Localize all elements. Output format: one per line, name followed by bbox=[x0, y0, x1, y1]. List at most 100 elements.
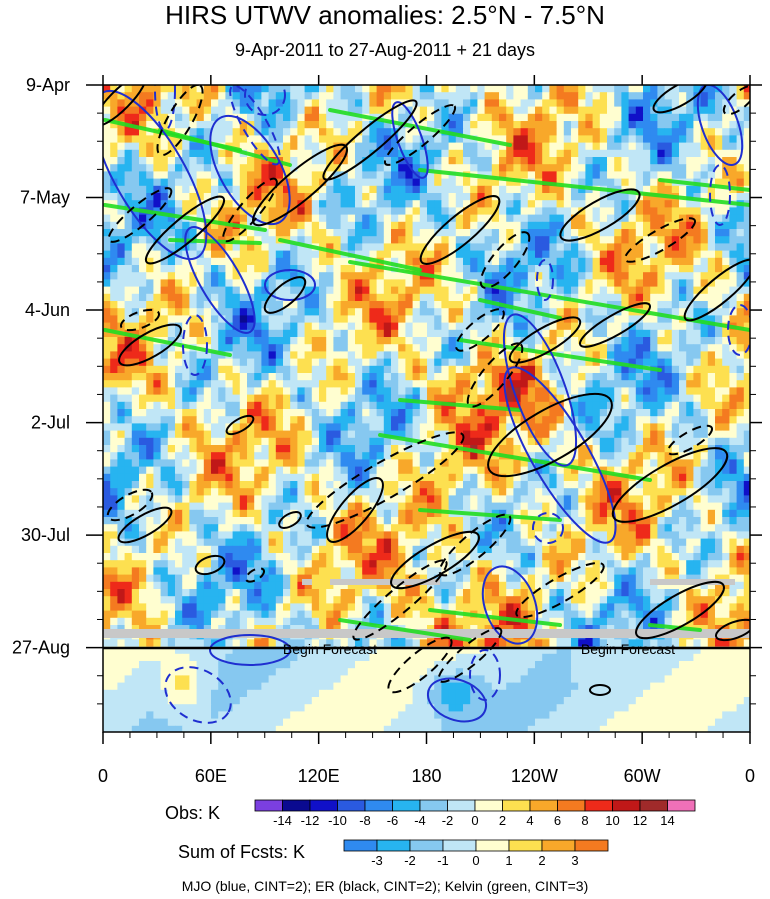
heatmap-cell bbox=[571, 409, 579, 417]
heatmap-cell bbox=[189, 445, 197, 453]
heatmap-cell bbox=[563, 178, 572, 187]
heatmap-cell bbox=[283, 473, 291, 482]
heatmap-cell bbox=[247, 380, 255, 388]
heatmap-cell bbox=[729, 452, 737, 460]
heatmap-cell bbox=[398, 214, 406, 223]
heatmap-cell bbox=[441, 344, 449, 352]
heatmap-cell bbox=[326, 437, 334, 446]
heatmap-cell bbox=[484, 207, 493, 215]
heatmap-cell bbox=[743, 250, 750, 259]
heatmap-cell bbox=[283, 185, 291, 194]
heatmap-cell bbox=[448, 135, 457, 143]
heatmap-cell bbox=[275, 135, 284, 143]
heatmap-cell bbox=[153, 344, 161, 352]
heatmap-cell bbox=[686, 322, 694, 331]
heatmap-cell bbox=[211, 473, 219, 482]
heatmap-cell bbox=[211, 135, 219, 143]
heatmap-cell bbox=[635, 351, 644, 359]
heatmap-cell bbox=[398, 221, 406, 230]
heatmap-cell bbox=[247, 322, 255, 331]
heatmap-cell bbox=[340, 214, 349, 223]
heatmap-cell bbox=[153, 85, 161, 93]
heatmap-cell bbox=[571, 142, 579, 151]
heatmap-cell bbox=[196, 171, 205, 179]
heatmap-cell bbox=[225, 337, 233, 345]
heatmap-cell bbox=[455, 106, 464, 115]
heatmap-cell bbox=[715, 106, 723, 115]
heatmap-cell bbox=[650, 315, 658, 323]
heatmap-cell bbox=[571, 387, 579, 395]
heatmap-cell bbox=[643, 452, 651, 460]
heatmap-cell bbox=[715, 315, 723, 323]
heatmap-cell bbox=[160, 380, 169, 388]
heatmap-cell bbox=[556, 200, 565, 208]
heatmap-cell bbox=[405, 250, 413, 259]
heatmap-cell bbox=[355, 265, 363, 273]
heatmap-cell bbox=[441, 207, 449, 215]
heatmap-cell bbox=[254, 373, 262, 381]
heatmap-cell bbox=[297, 452, 305, 460]
heatmap-cell bbox=[542, 92, 550, 100]
heatmap-cell bbox=[369, 358, 377, 367]
heatmap-cell bbox=[189, 92, 197, 100]
heatmap-cell bbox=[297, 409, 305, 417]
heatmap-cell bbox=[542, 437, 550, 446]
heatmap-cell bbox=[686, 272, 694, 280]
heatmap-cell bbox=[391, 351, 399, 359]
heatmap-cell bbox=[592, 380, 601, 388]
heatmap-cell bbox=[383, 373, 392, 381]
heatmap-cell bbox=[182, 185, 190, 194]
heatmap-cell bbox=[743, 322, 750, 331]
heatmap-cell bbox=[419, 85, 428, 93]
heatmap-cell bbox=[196, 329, 205, 338]
heatmap-cell bbox=[743, 92, 750, 100]
heatmap-cell bbox=[571, 322, 579, 331]
heatmap-cell bbox=[275, 394, 284, 403]
heatmap-cell bbox=[131, 329, 140, 338]
heatmap-cell bbox=[484, 185, 493, 194]
heatmap-cell bbox=[592, 265, 601, 273]
heatmap-cell bbox=[614, 178, 622, 187]
heatmap-cell bbox=[700, 113, 709, 122]
heatmap-cell bbox=[391, 106, 399, 115]
heatmap-cell bbox=[621, 358, 629, 367]
heatmap-cell bbox=[347, 394, 356, 403]
heatmap-cell bbox=[686, 401, 694, 410]
heatmap-cell bbox=[362, 85, 370, 93]
heatmap-cell bbox=[441, 473, 449, 482]
heatmap-cell bbox=[542, 315, 550, 323]
heatmap-cell bbox=[520, 380, 529, 388]
heatmap-cell bbox=[520, 373, 529, 381]
heatmap-cell bbox=[175, 279, 183, 287]
heatmap-cell bbox=[398, 185, 406, 194]
heatmap-cell bbox=[232, 236, 241, 244]
heatmap-cell bbox=[412, 344, 421, 352]
heatmap-cell bbox=[722, 171, 730, 179]
heatmap-cell bbox=[635, 437, 644, 446]
heatmap-cell bbox=[160, 437, 169, 446]
heatmap-cell bbox=[441, 243, 449, 251]
heatmap-cell bbox=[686, 473, 694, 482]
heatmap-cell bbox=[614, 351, 622, 359]
heatmap-cell bbox=[254, 257, 262, 266]
heatmap-cell bbox=[167, 99, 176, 107]
heatmap-cell bbox=[347, 481, 356, 489]
heatmap-cell bbox=[621, 272, 629, 280]
heatmap-cell bbox=[340, 344, 349, 352]
heatmap-cell bbox=[167, 423, 176, 431]
heatmap-cell bbox=[477, 92, 485, 100]
heatmap-cell bbox=[369, 380, 377, 388]
heatmap-cell bbox=[391, 157, 399, 165]
heatmap-cell bbox=[203, 380, 212, 388]
heatmap-cell bbox=[376, 178, 385, 187]
heatmap-cell bbox=[196, 358, 205, 367]
heatmap-cell bbox=[110, 200, 118, 208]
heatmap-cell bbox=[628, 106, 637, 115]
heatmap-cell bbox=[434, 149, 442, 158]
heatmap-cell bbox=[743, 466, 750, 475]
heatmap-cell bbox=[347, 236, 356, 244]
heatmap-cell bbox=[700, 365, 709, 374]
heatmap-cell bbox=[484, 387, 493, 395]
heatmap-cell bbox=[542, 329, 550, 338]
heatmap-cell bbox=[203, 121, 212, 129]
